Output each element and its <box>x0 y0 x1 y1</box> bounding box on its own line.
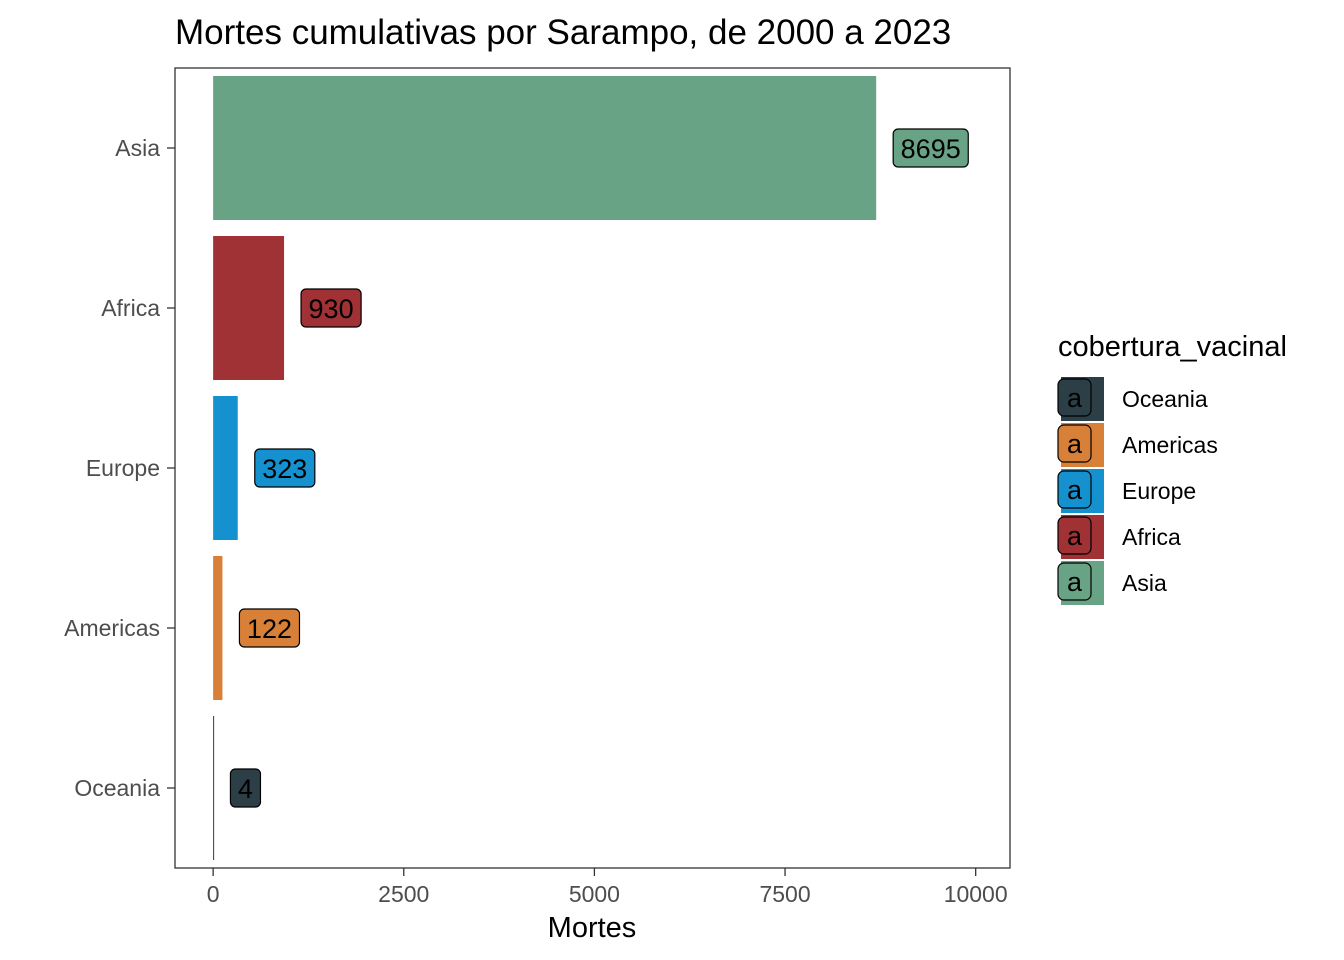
x-axis-title: Mortes <box>548 912 637 944</box>
legend-key-glyph-asia: a <box>1067 567 1083 597</box>
legend-label-oceania: Oceania <box>1122 386 1208 412</box>
y-tick-label-africa: Africa <box>101 295 160 321</box>
data-label-africa: 930 <box>300 288 362 328</box>
legend-item-asia: a Asia <box>1057 561 1167 605</box>
x-tick-label-0: 0 <box>207 881 220 907</box>
legend-key-glyph-europe: a <box>1067 475 1083 505</box>
bar-europe <box>213 396 238 540</box>
data-label-text-africa: 930 <box>309 294 354 324</box>
data-label-box-americas <box>238 608 301 648</box>
legend-key-glyph-americas: a <box>1067 429 1083 459</box>
data-label-text-asia: 8695 <box>901 134 961 164</box>
legend-label-europe: Europe <box>1122 478 1196 504</box>
x-tick-label-5000: 5000 <box>569 881 620 907</box>
y-tick-label-europe: Europe <box>86 455 160 481</box>
data-label-box-europe <box>254 448 316 488</box>
data-label-box-oceania <box>229 768 262 808</box>
x-axis: 0 2500 5000 7500 10000 <box>207 868 1008 907</box>
legend-label-africa: Africa <box>1122 524 1181 550</box>
y-tick-label-asia: Asia <box>115 135 160 161</box>
bar-asia <box>213 76 877 220</box>
data-label-asia: 8695 <box>892 128 969 168</box>
legend-title: cobertura_vacinal <box>1058 331 1287 363</box>
data-label-oceania: 4 <box>229 768 262 808</box>
data-label-europe: 323 <box>254 448 316 488</box>
legend-items: a Oceania a Americas a Europe a Africa a Asia <box>1057 377 1218 605</box>
x-tick-label-2500: 2500 <box>378 881 429 907</box>
data-label-box-asia <box>892 128 969 168</box>
bars-layer: 8695 930 323 122 4 <box>213 76 969 860</box>
data-label-box-africa <box>300 288 362 328</box>
legend-key-box-oceania <box>1057 378 1092 417</box>
y-tick-label-americas: Americas <box>64 615 160 641</box>
legend-item-oceania: a Oceania <box>1057 377 1208 421</box>
legend: cobertura_vacinal a Oceania a Americas a Euro… <box>1057 331 1287 605</box>
bar-oceania <box>213 716 215 860</box>
legend-key-box-europe <box>1057 470 1092 509</box>
y-axis: Asia Africa Europe Americas Oceania <box>64 135 175 801</box>
data-label-text-europe: 323 <box>262 454 307 484</box>
data-label-text-oceania: 4 <box>238 774 253 804</box>
legend-item-europe: a Europe <box>1057 469 1196 513</box>
bar-americas <box>213 556 223 700</box>
legend-key-box-americas <box>1057 424 1092 463</box>
legend-label-americas: Americas <box>1122 432 1218 458</box>
legend-key-box-africa <box>1057 516 1092 555</box>
legend-item-americas: a Americas <box>1057 423 1218 467</box>
y-tick-label-oceania: Oceania <box>74 775 160 801</box>
legend-key-glyph-oceania: a <box>1067 383 1083 413</box>
chart-title: Mortes cumulativas por Sarampo, de 2000 … <box>175 13 951 52</box>
legend-key-glyph-africa: a <box>1067 521 1083 551</box>
x-tick-label-7500: 7500 <box>759 881 810 907</box>
data-label-text-americas: 122 <box>247 614 292 644</box>
x-tick-label-10000: 10000 <box>944 881 1008 907</box>
legend-key-box-asia <box>1057 562 1092 601</box>
data-label-americas: 122 <box>238 608 301 648</box>
legend-label-asia: Asia <box>1122 570 1167 596</box>
legend-item-africa: a Africa <box>1057 515 1181 559</box>
bar-africa <box>213 236 285 380</box>
